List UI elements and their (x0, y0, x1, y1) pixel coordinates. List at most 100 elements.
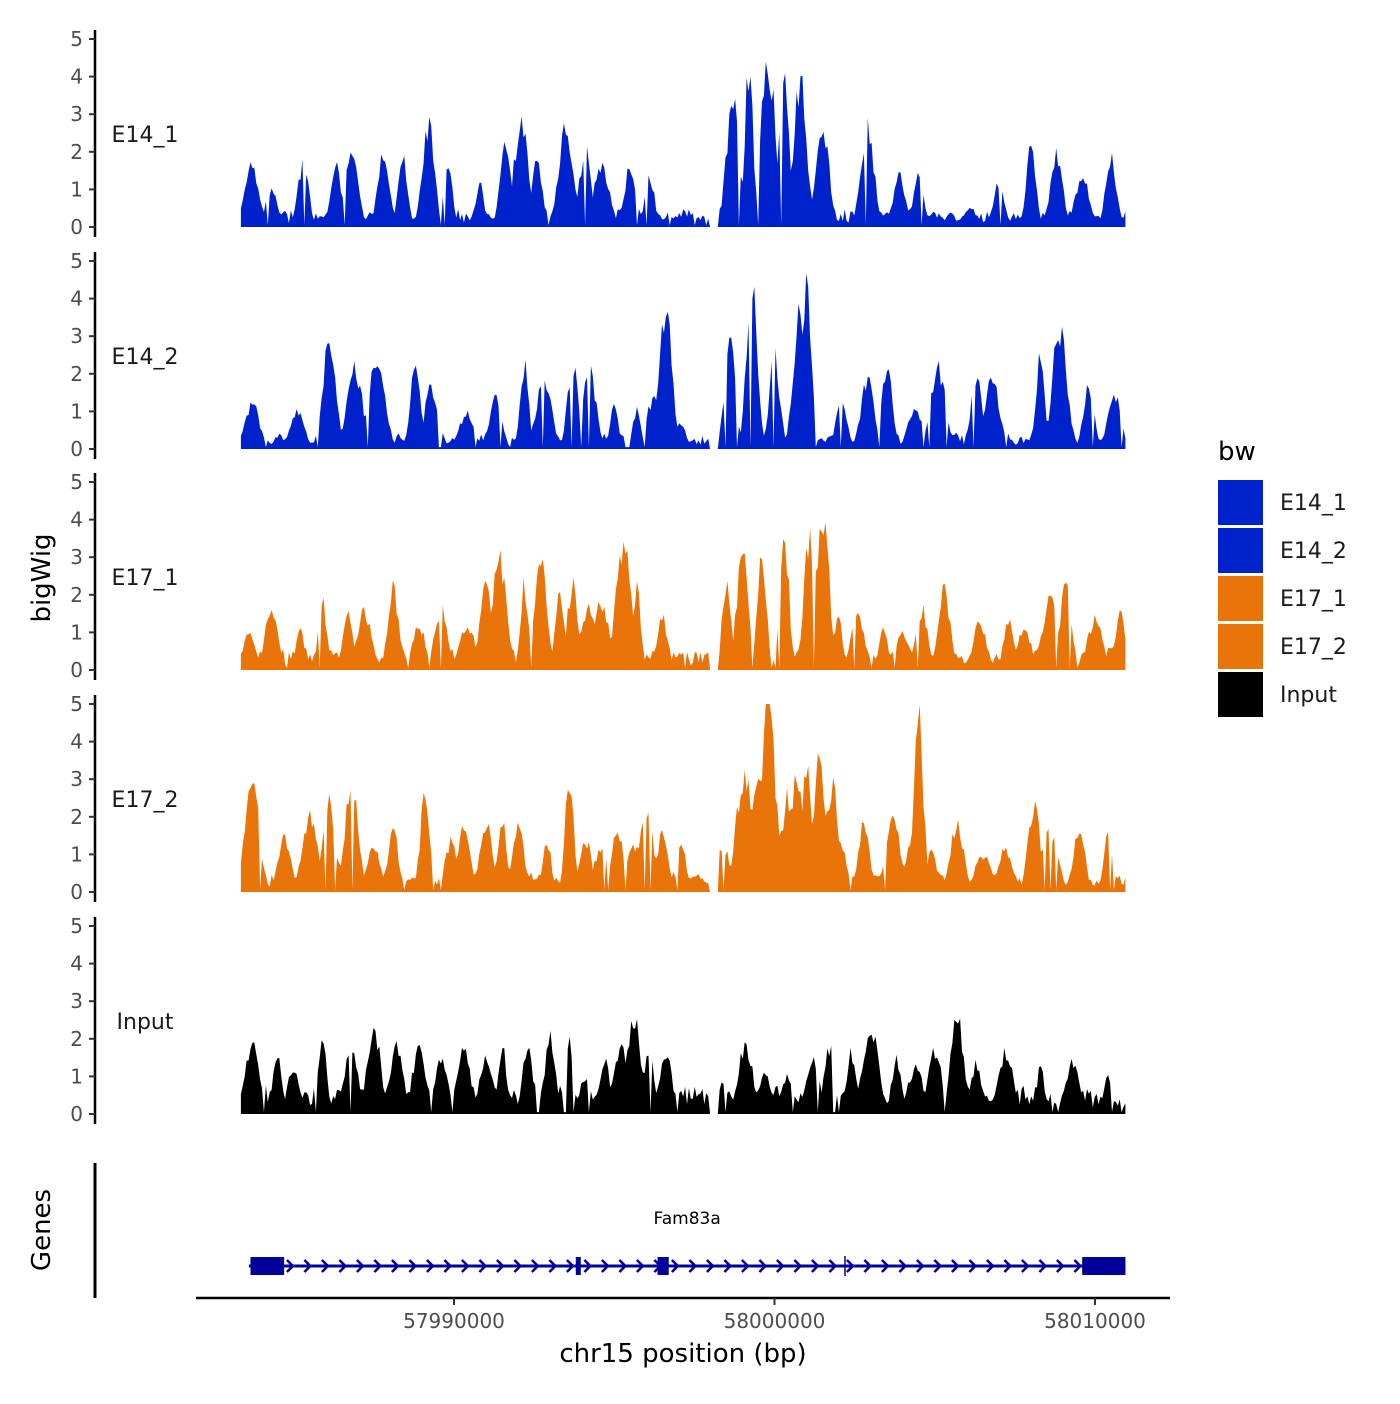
legend-label-Input: Input (1280, 683, 1337, 708)
y-tick-label: 0 (70, 437, 83, 461)
y-axis-title: bigWig (27, 533, 57, 622)
track-label: E17_1 (112, 566, 179, 591)
legend-swatch-E14_1 (1218, 480, 1263, 525)
y-tick-label: 2 (70, 1027, 83, 1051)
strand-arrow (670, 1259, 680, 1273)
strand-arrow (1003, 1259, 1013, 1273)
strand-arrow (513, 1259, 523, 1273)
strand-arrow (740, 1259, 750, 1273)
strand-arrow (810, 1259, 820, 1273)
y-tick-label: 4 (70, 65, 83, 89)
strand-arrow (775, 1259, 785, 1273)
legend-label-E17_1: E17_1 (1280, 587, 1347, 612)
strand-arrow (758, 1259, 768, 1273)
strand-arrow (1038, 1259, 1048, 1273)
signal-area-Input (240, 1018, 1126, 1114)
legend-label-E14_1: E14_1 (1280, 491, 1347, 516)
gene-panel-title: Genes (27, 1189, 57, 1271)
y-tick-label: 3 (70, 102, 83, 126)
strand-arrow (793, 1259, 803, 1273)
track-label: Input (117, 1010, 174, 1035)
y-tick-label: 1 (70, 1064, 83, 1088)
y-tick-label: 5 (70, 27, 83, 51)
y-tick-label: 5 (70, 692, 83, 716)
strand-arrow (478, 1259, 488, 1273)
strand-arrow (933, 1259, 943, 1273)
legend-swatch-E17_1 (1218, 576, 1263, 621)
strand-arrow (425, 1259, 435, 1273)
legend: bw E14_1 E14_2 E17_1 E17_2 Input (1218, 437, 1347, 717)
track-E17_1: 0 1 2 3 4 5 E17_1 (70, 470, 1126, 682)
strand-arrow (408, 1259, 418, 1273)
y-tick-label: 3 (70, 767, 83, 791)
x-axis-title: chr15 position (bp) (559, 1339, 806, 1369)
y-tick-label: 1 (70, 842, 83, 866)
track-E14_2: 0 1 2 3 4 5 E14_2 (70, 249, 1126, 461)
strand-arrow (968, 1259, 978, 1273)
track-label: E14_2 (112, 345, 179, 370)
strand-arrow (390, 1259, 400, 1273)
x-axis: chr15 position (bp) 57990000 58000000 5801… (196, 1296, 1170, 1369)
y-tick-label: 1 (70, 399, 83, 423)
strand-arrow (985, 1259, 995, 1273)
gene-exon (250, 1257, 285, 1275)
strand-arrow (845, 1259, 855, 1273)
y-tick-label: 4 (70, 952, 83, 976)
strand-arrow (600, 1259, 610, 1273)
strand-arrow (705, 1259, 715, 1273)
y-tick-label: 1 (70, 620, 83, 644)
gene-panel: Genes Fam83a (27, 1163, 1126, 1298)
strand-arrow (373, 1259, 383, 1273)
x-tick-label: 57990000 (403, 1309, 505, 1333)
strand-arrow (303, 1259, 313, 1273)
y-tick-label: 3 (70, 989, 83, 1013)
y-tick-label: 2 (70, 140, 83, 164)
legend-label-E17_2: E17_2 (1280, 635, 1347, 660)
legend-label-E14_2: E14_2 (1280, 539, 1347, 564)
track-Input: 0 1 2 3 4 5 Input (70, 914, 1126, 1126)
strand-arrow (635, 1259, 645, 1273)
y-tick-label: 2 (70, 583, 83, 607)
track-label: E17_2 (112, 788, 179, 813)
track-E17_2: 0 1 2 3 4 5 E17_2 (70, 692, 1126, 904)
strand-arrow (565, 1259, 575, 1273)
gene-exon (575, 1257, 581, 1275)
strand-arrow (915, 1259, 925, 1273)
y-tick-label: 3 (70, 545, 83, 569)
tracks-layer: 0 1 2 3 4 5 E14_1 0 1 2 3 4 5 E14_2 0 1 2 3 4 5 E17_1 0 1 2 3 4 5 E… (70, 27, 1126, 1126)
y-tick-label: 3 (70, 324, 83, 348)
y-tick-label: 5 (70, 249, 83, 273)
y-tick-label: 5 (70, 914, 83, 938)
legend-title: bw (1218, 437, 1256, 467)
strand-arrow (530, 1259, 540, 1273)
y-tick-label: 1 (70, 177, 83, 201)
strand-arrow (338, 1259, 348, 1273)
strand-arrow (863, 1259, 873, 1273)
strand-arrow (1073, 1259, 1083, 1273)
y-tick-label: 4 (70, 508, 83, 532)
strand-arrow (688, 1259, 698, 1273)
strand-arrow (460, 1259, 470, 1273)
strand-arrow (1055, 1259, 1065, 1273)
track-label: E14_1 (112, 123, 179, 148)
y-tick-label: 4 (70, 287, 83, 311)
strand-arrow (1020, 1259, 1030, 1273)
y-tick-label: 5 (70, 470, 83, 494)
strand-arrow (583, 1259, 593, 1273)
y-tick-label: 0 (70, 658, 83, 682)
track-E14_1: 0 1 2 3 4 5 E14_1 (70, 27, 1126, 239)
legend-swatch-Input (1218, 672, 1263, 717)
gene-exon (1082, 1257, 1126, 1275)
y-tick-label: 2 (70, 362, 83, 386)
legend-swatch-E17_2 (1218, 624, 1263, 669)
signal-area-E17_1 (240, 522, 1126, 670)
y-tick-label: 0 (70, 215, 83, 239)
strand-arrow (828, 1259, 838, 1273)
strand-arrow (355, 1259, 365, 1273)
signal-area-E14_2 (240, 273, 1126, 449)
strand-arrow (723, 1259, 733, 1273)
x-tick-label: 58000000 (724, 1309, 826, 1333)
signal-area-E17_2 (240, 704, 1126, 892)
